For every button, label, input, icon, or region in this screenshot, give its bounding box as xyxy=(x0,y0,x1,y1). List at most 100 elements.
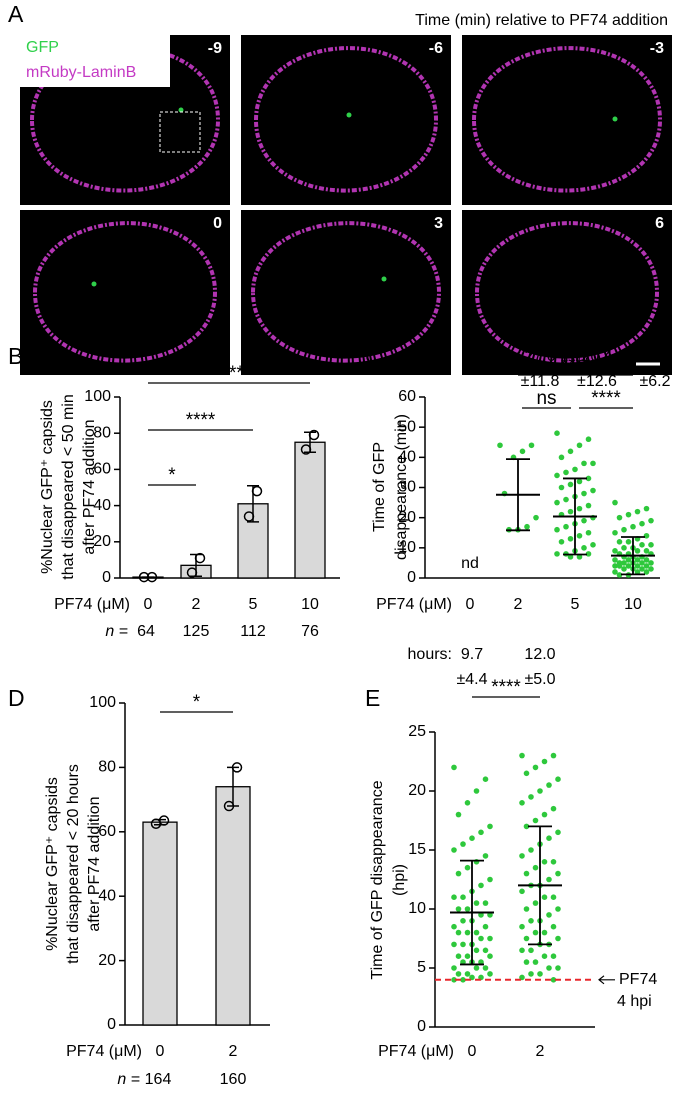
data-point xyxy=(554,430,560,437)
data-point xyxy=(563,469,569,476)
data-point xyxy=(567,481,574,488)
data-point xyxy=(616,572,623,578)
data-point xyxy=(455,971,462,977)
data-point xyxy=(528,442,535,449)
frame-time: 6 xyxy=(655,215,664,232)
legend-label: mRuby-LaminB xyxy=(26,64,136,81)
data-point xyxy=(639,560,645,566)
data-point xyxy=(546,912,552,918)
data-point xyxy=(585,529,592,536)
data-point xyxy=(482,923,489,930)
y-axis-label: that disappeared < 20 hours xyxy=(65,764,82,964)
data-point xyxy=(537,788,543,794)
y-tick-label: 60 xyxy=(98,823,116,840)
data-point xyxy=(550,859,557,865)
data-point xyxy=(590,487,596,494)
replicate-point xyxy=(308,429,320,441)
error-bar xyxy=(506,458,530,532)
y-tick-label: 60 xyxy=(93,461,111,478)
error-bar xyxy=(528,825,552,946)
y-tick-label: 5 xyxy=(417,959,426,976)
significance-label: * xyxy=(168,465,176,486)
data-point xyxy=(648,560,654,566)
data-point xyxy=(528,918,534,924)
data-point xyxy=(581,490,587,497)
x-tick-label: 5 xyxy=(249,596,258,613)
y-axis-label: that disappeared < 50 min xyxy=(60,394,77,579)
legend-box xyxy=(20,35,170,87)
data-point xyxy=(563,496,569,503)
data-point xyxy=(554,551,560,557)
data-point xyxy=(451,977,457,983)
data-point xyxy=(554,526,560,533)
data-point xyxy=(487,876,493,883)
data-point xyxy=(625,557,632,563)
data-point xyxy=(460,959,466,965)
data-point xyxy=(497,442,503,449)
sd-label: ±6.2 xyxy=(639,373,670,390)
image-frame xyxy=(462,210,672,375)
data-point xyxy=(612,557,618,563)
data-point xyxy=(581,545,587,551)
data-point xyxy=(482,853,489,859)
n-value: 112 xyxy=(240,623,266,640)
data-point xyxy=(451,894,457,900)
y-axis-label: after PF74 addition xyxy=(86,796,103,931)
y-tick-label: 60 xyxy=(398,388,416,405)
significance-label: **** xyxy=(491,677,521,698)
data-point xyxy=(523,959,530,965)
nuclear-envelope xyxy=(253,46,439,193)
reference-label: 4 hpi xyxy=(617,993,652,1010)
data-point xyxy=(643,532,650,539)
data-point xyxy=(523,823,530,830)
data-point xyxy=(616,563,623,569)
data-point xyxy=(487,823,493,830)
replicate-point xyxy=(146,571,158,583)
x-tick-label: 0 xyxy=(144,596,153,613)
data-point xyxy=(643,557,650,563)
data-point xyxy=(478,829,484,836)
data-point xyxy=(460,941,466,948)
sd-label: ±11.8 xyxy=(521,373,560,390)
data-point xyxy=(473,929,480,936)
data-point xyxy=(625,563,632,569)
data-point xyxy=(639,566,645,572)
data-point xyxy=(482,776,489,782)
y-tick-label: 0 xyxy=(102,569,111,586)
data-point xyxy=(528,794,534,800)
bar xyxy=(294,441,326,579)
data-point xyxy=(469,835,475,841)
data-point xyxy=(519,888,525,895)
data-point xyxy=(555,829,561,836)
data-point xyxy=(487,953,493,959)
data-point xyxy=(550,953,557,959)
gfp-spot xyxy=(91,281,97,287)
data-point xyxy=(487,935,493,942)
gfp-spot xyxy=(381,276,387,282)
frame-time: 3 xyxy=(434,215,443,232)
x-tick-label: 10 xyxy=(301,596,319,613)
data-point xyxy=(563,523,569,530)
data-point xyxy=(464,864,471,871)
panel-letter: E xyxy=(365,685,380,711)
data-point xyxy=(532,817,539,824)
x-axis-label: PF74 (μM) xyxy=(376,596,452,613)
data-point xyxy=(550,977,557,983)
y-tick-label: 100 xyxy=(84,388,111,405)
x-axis-label: PF74 (μM) xyxy=(54,596,130,613)
gfp-spot xyxy=(178,107,184,113)
y-tick-label: 15 xyxy=(408,841,426,858)
data-point xyxy=(634,563,641,569)
data-point xyxy=(612,569,618,575)
data-point xyxy=(621,526,627,533)
annotation-label: min: xyxy=(490,348,520,365)
n-label: n = xyxy=(117,1071,140,1088)
data-point xyxy=(519,947,525,954)
data-point xyxy=(550,894,557,900)
data-point xyxy=(532,864,539,871)
data-point xyxy=(482,965,489,971)
data-point xyxy=(576,442,583,449)
annotation-label: hours: xyxy=(408,646,452,663)
sd-label: ±4.4 xyxy=(456,671,487,688)
y-tick-label: 20 xyxy=(93,533,111,550)
